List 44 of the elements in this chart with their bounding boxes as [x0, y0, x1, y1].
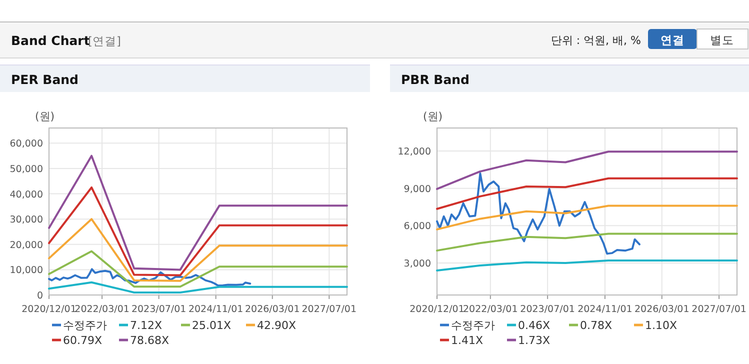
text: 별도 — [710, 33, 734, 47]
legend-label: 1.41X — [451, 334, 484, 347]
x-tick-label: 2022/03/01 — [74, 304, 130, 315]
y-tick-label: 12,000 — [398, 146, 431, 158]
y-tick-label: 0 — [36, 290, 43, 302]
y-tick-label: 20,000 — [10, 240, 43, 251]
legend-label: 7.12X — [130, 319, 162, 332]
legend-label: 0.46X — [518, 319, 550, 332]
legend-label: 25.01X — [192, 319, 232, 332]
y-tick-label: 30,000 — [10, 214, 43, 226]
text: 연결 — [660, 33, 684, 47]
y-axis-title: (원) — [35, 110, 55, 123]
legend-label: 수정주가 — [63, 319, 107, 332]
x-tick-label: 2024/11/01 — [578, 304, 632, 315]
x-tick-label: 2027/07/01 — [692, 304, 746, 315]
x-tick-label: 2023/07/01 — [520, 304, 575, 315]
text: Band Chart — [11, 33, 90, 48]
x-tick-label: 2023/07/01 — [131, 304, 186, 315]
x-tick-label: 2022/03/01 — [463, 304, 518, 315]
y-tick-label: 9,000 — [404, 184, 431, 195]
x-tick-label: 2027/07/01 — [302, 304, 357, 315]
y-tick-label: 40,000 — [10, 189, 43, 200]
y-tick-label: 60,000 — [10, 138, 43, 150]
legend-label: 수정주가 — [451, 319, 495, 332]
x-tick-label: 2020/12/01 — [22, 304, 76, 315]
legend-label: 78.68X — [130, 334, 170, 347]
text: [연결] — [88, 34, 121, 48]
x-tick-label: 2020/12/01 — [410, 304, 464, 315]
legend-label: 0.78X — [580, 319, 612, 332]
y-tick-label: 50,000 — [10, 164, 43, 175]
legend-label: 60.79X — [63, 334, 102, 347]
x-tick-label: 2026/03/01 — [245, 304, 300, 315]
y-tick-label: 6,000 — [404, 221, 431, 232]
x-tick-label: 2026/03/01 — [634, 304, 690, 315]
legend-label: 1.73X — [518, 334, 550, 347]
text: 단위 : 억원, 배, % — [550, 34, 641, 47]
chart-title: PER Band — [11, 72, 78, 87]
chart-title: PBR Band — [401, 72, 470, 87]
y-tick-label: 3,000 — [404, 258, 431, 270]
y-axis-title: (원) — [423, 110, 443, 123]
legend-label: 1.10X — [645, 319, 678, 332]
x-tick-label: 2024/11/01 — [188, 304, 244, 315]
legend-label: 42.90X — [257, 319, 296, 332]
y-tick-label: 10,000 — [10, 265, 43, 276]
